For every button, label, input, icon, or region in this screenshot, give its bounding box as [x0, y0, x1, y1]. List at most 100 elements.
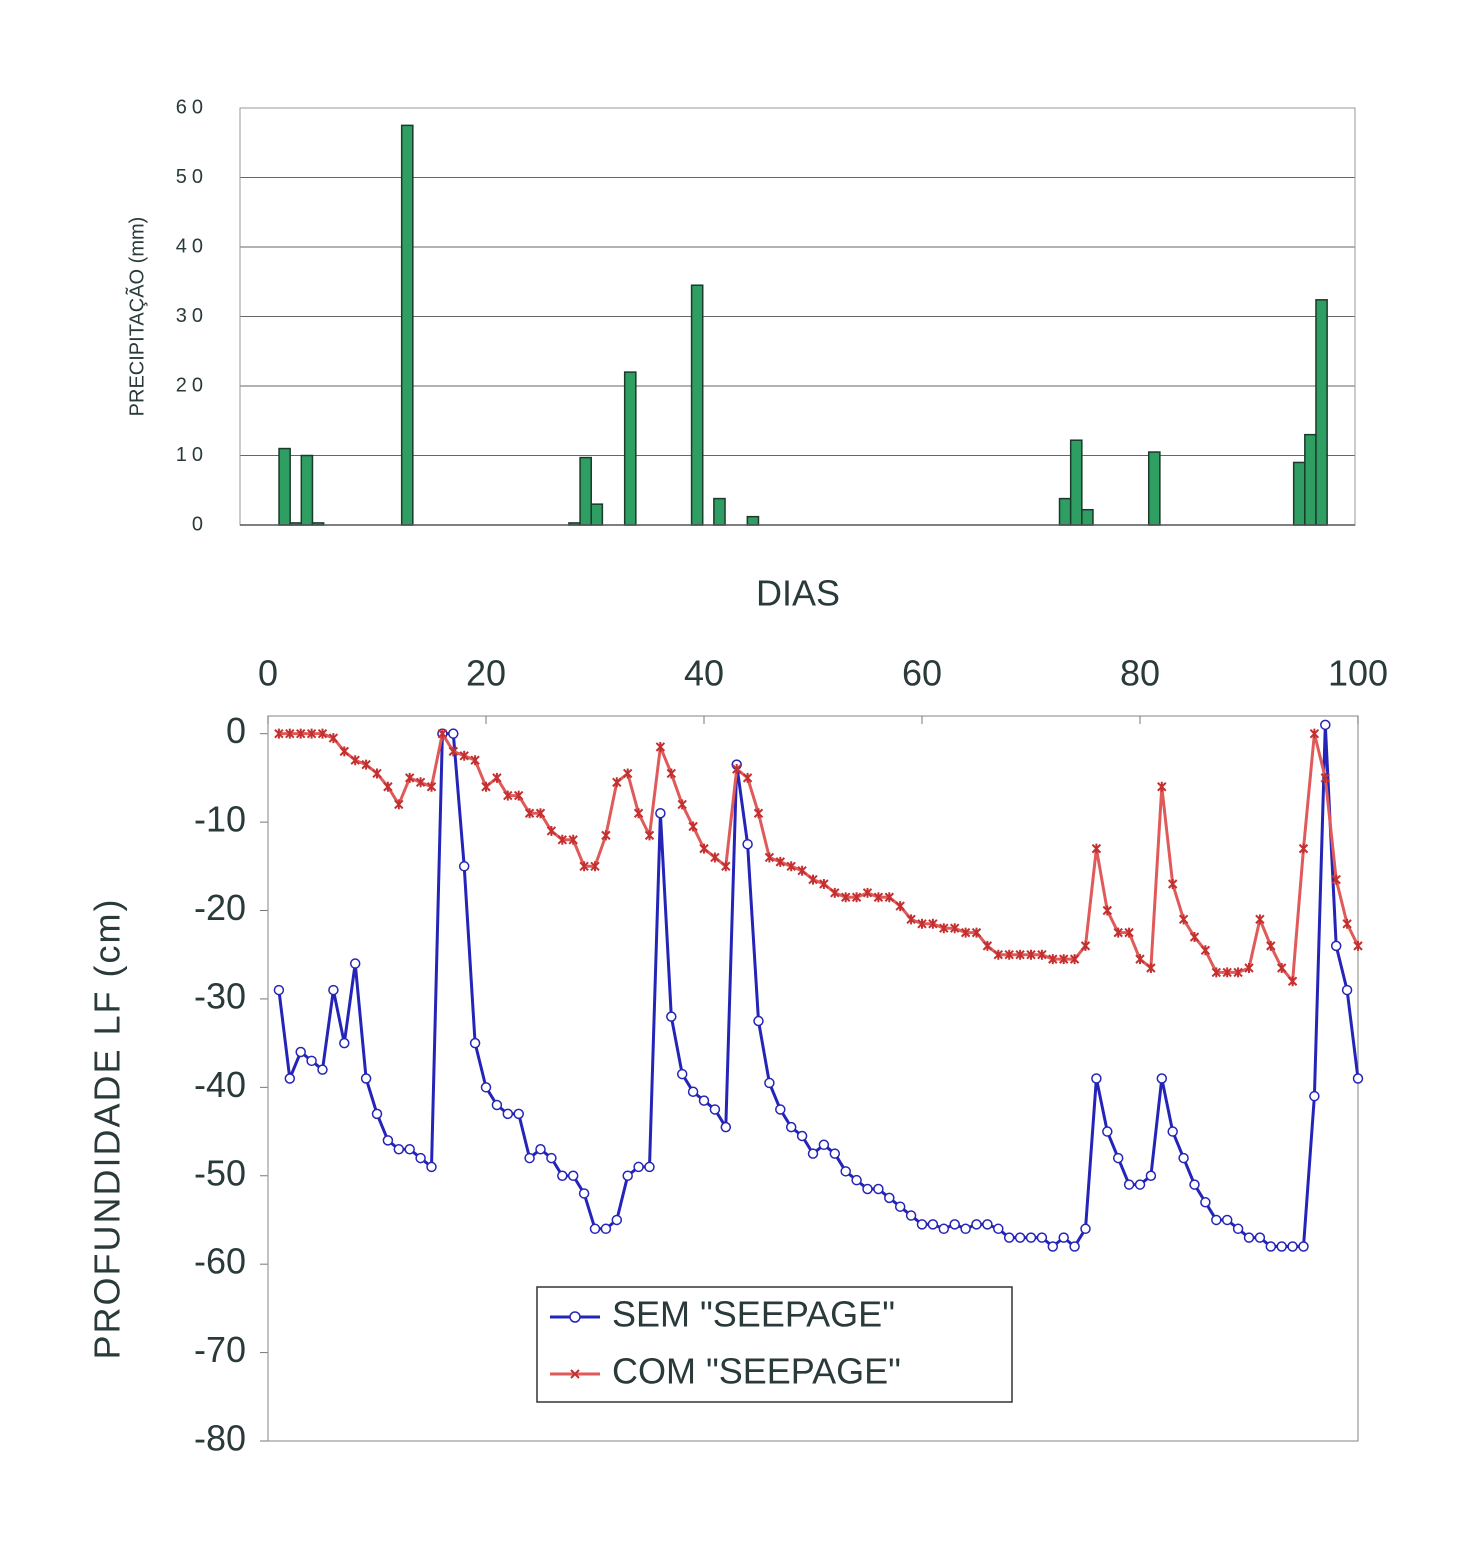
marker	[1320, 719, 1331, 731]
marker	[568, 834, 578, 845]
marker	[601, 830, 611, 841]
marker	[1330, 940, 1342, 952]
marker	[710, 852, 720, 863]
marker	[731, 764, 742, 775]
marker	[884, 1192, 895, 1204]
bar	[1315, 299, 1328, 526]
marker	[470, 755, 480, 766]
marker	[938, 1223, 950, 1235]
marker	[1167, 878, 1178, 889]
marker	[1004, 949, 1014, 960]
marker	[557, 1170, 568, 1182]
marker	[480, 1082, 492, 1093]
marker	[1134, 1179, 1146, 1190]
marker	[753, 808, 764, 819]
marker	[339, 746, 350, 757]
y-tick-label: -50	[194, 1152, 246, 1193]
marker	[982, 940, 993, 951]
marker	[590, 861, 600, 872]
marker	[1189, 1179, 1200, 1190]
marker	[513, 790, 524, 801]
marker	[426, 781, 437, 792]
marker	[862, 887, 873, 898]
y-tick-label: -20	[194, 887, 246, 928]
marker	[1320, 772, 1331, 783]
marker	[1222, 967, 1232, 978]
marker	[1287, 976, 1298, 987]
marker	[404, 772, 415, 783]
series-line	[278, 729, 1360, 986]
bar	[713, 497, 726, 526]
marker	[786, 861, 796, 872]
bar	[1147, 451, 1161, 526]
marker	[960, 927, 971, 938]
marker	[1102, 905, 1113, 916]
marker	[819, 878, 829, 889]
marker	[1156, 1073, 1168, 1084]
legend-label: SEM "SEEPAGE"	[612, 1294, 895, 1335]
marker	[1146, 962, 1156, 973]
marker	[742, 838, 753, 850]
marker	[622, 1170, 633, 1182]
y-tick-label: 10	[176, 444, 208, 466]
marker	[894, 1201, 906, 1212]
x-tick-label: 80	[1120, 653, 1160, 694]
bar	[1292, 461, 1306, 526]
series-line	[277, 724, 1360, 1249]
marker	[785, 1121, 797, 1133]
bar	[590, 503, 604, 526]
marker	[426, 1161, 437, 1173]
y-axis-label: PRECIPITAÇÃO (mm)	[124, 217, 148, 417]
marker	[535, 1143, 546, 1155]
x-tick-label: 100	[1328, 653, 1388, 694]
marker	[808, 874, 818, 885]
marker	[546, 825, 557, 836]
marker	[927, 1219, 939, 1230]
marker	[1331, 874, 1341, 885]
marker	[502, 1108, 514, 1120]
marker	[1255, 914, 1265, 925]
marker	[394, 799, 404, 810]
marker	[1025, 1232, 1037, 1243]
marker	[513, 1108, 524, 1120]
y-tick-label: -30	[194, 975, 246, 1016]
marker	[1145, 1170, 1157, 1182]
marker	[1026, 949, 1036, 960]
marker	[884, 892, 895, 903]
marker	[557, 834, 568, 845]
marker	[1015, 949, 1025, 960]
marker	[306, 1055, 317, 1067]
marker	[481, 781, 491, 792]
bar	[300, 454, 314, 526]
marker	[1135, 954, 1145, 965]
marker	[644, 1161, 655, 1173]
marker	[295, 1046, 306, 1058]
marker	[916, 1219, 928, 1230]
marker	[851, 892, 862, 903]
y-tick-label: -60	[194, 1241, 246, 1282]
marker	[1178, 914, 1189, 925]
y-tick-label: 50	[176, 166, 208, 188]
y-tick-label: 30	[176, 305, 208, 327]
x-tick-label: 0	[258, 653, 278, 694]
marker	[1003, 1232, 1015, 1243]
x-axis-label: DIAS	[756, 573, 840, 614]
marker	[666, 1011, 677, 1022]
marker	[1244, 962, 1254, 973]
marker	[862, 1183, 873, 1195]
marker	[1298, 843, 1309, 854]
marker	[469, 1037, 481, 1049]
marker	[644, 830, 655, 841]
marker	[676, 1068, 688, 1080]
marker	[622, 768, 633, 779]
marker	[1211, 1214, 1222, 1226]
marker	[415, 1152, 426, 1164]
marker	[993, 1223, 1004, 1235]
marker	[633, 808, 644, 819]
y-tick-label: -40	[194, 1064, 246, 1105]
marker	[524, 808, 535, 819]
marker	[1014, 1232, 1026, 1243]
marker	[677, 799, 687, 810]
marker	[807, 1148, 819, 1159]
marker	[339, 1037, 350, 1049]
